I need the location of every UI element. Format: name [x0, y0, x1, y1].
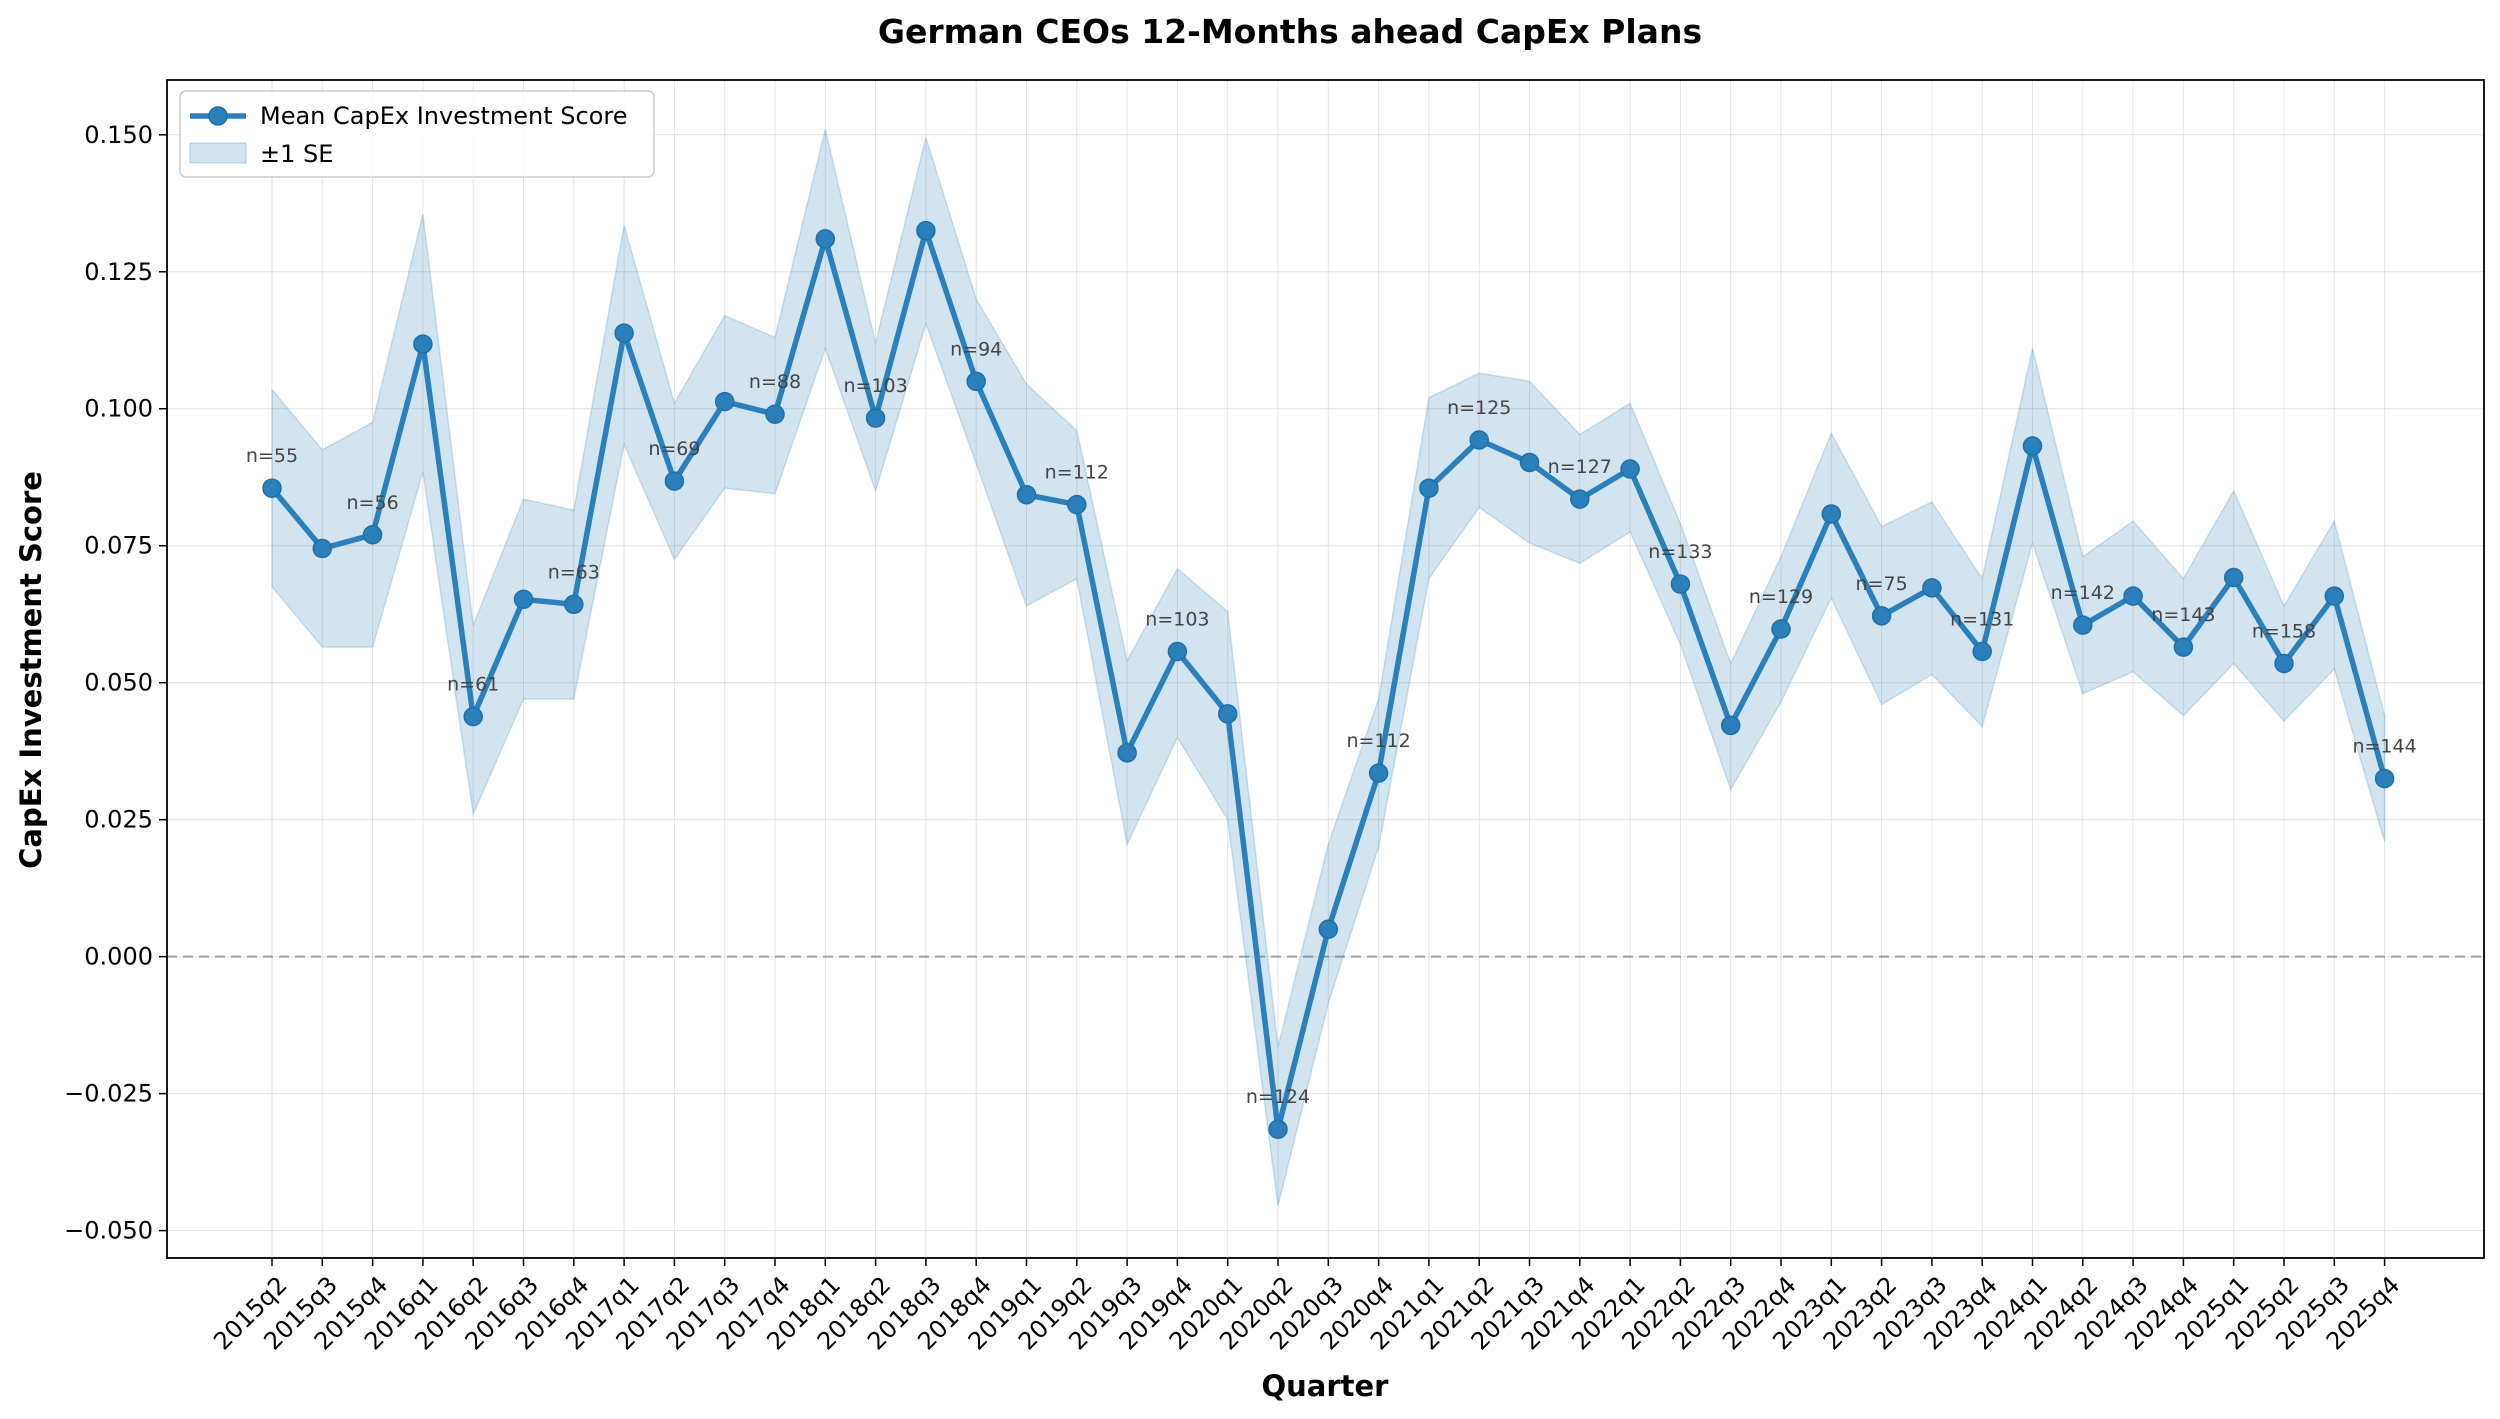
data-point [1067, 494, 1087, 515]
legend-box [179, 90, 655, 178]
data-point [1117, 743, 1137, 763]
data-point [1167, 641, 1188, 662]
sample-size-label: n=125 [1447, 397, 1511, 419]
se-band-layer [271, 129, 2386, 1207]
sample-size-label: n=144 [2352, 736, 2416, 758]
data-point [2324, 586, 2345, 606]
y-tick-label: 0.050 [84, 669, 153, 697]
sample-size-label: n=142 [2051, 582, 2115, 604]
sample-size-label: n=94 [950, 338, 1002, 360]
data-point [312, 538, 333, 559]
chart-title: German CEOs 12-Months ahead CapEx Plans [878, 12, 1702, 51]
y-tick-label: 0.150 [84, 121, 153, 149]
sample-size-label: n=103 [843, 375, 907, 397]
data-point [513, 589, 534, 610]
data-point [1318, 919, 1339, 940]
data-point [815, 229, 836, 249]
data-point [2173, 637, 2194, 657]
sample-size-label: n=133 [1648, 541, 1712, 563]
annotation-layer: n=55 n=56 n=61 n=63 n=69 n=88 n=103 n=94 n=112 n=… [246, 338, 2417, 1108]
data-point [564, 594, 584, 615]
legend-entry-mean: Mean CapEx Investment Score [260, 102, 628, 130]
data-point [1469, 430, 1489, 450]
sample-size-label: n=88 [749, 371, 801, 393]
data-point [413, 334, 433, 354]
legend: Mean CapEx Investment Score ±1 SE [179, 90, 655, 178]
data-point [966, 371, 986, 392]
data-point [865, 408, 886, 428]
y-tick-label: 0.100 [84, 395, 153, 423]
sample-size-label: n=131 [1950, 608, 2014, 630]
y-axis-label: CapEx Investment Score [14, 471, 48, 869]
data-point [362, 525, 383, 545]
legend-entry-se: ±1 SE [260, 140, 333, 168]
data-point [1670, 574, 1691, 594]
sample-size-label: n=112 [1346, 730, 1410, 752]
data-point [1821, 504, 1842, 524]
data-point [463, 706, 483, 727]
sample-size-label: n=124 [1246, 1086, 1310, 1108]
sample-size-label: n=143 [2151, 604, 2215, 626]
sample-size-label: n=56 [347, 492, 399, 514]
data-point [1620, 459, 1640, 479]
data-point [262, 478, 282, 498]
y-tick-label: −0.025 [64, 1080, 153, 1108]
legend-band-swatch [189, 142, 247, 164]
data-point [2274, 653, 2294, 674]
data-point [1720, 715, 1741, 736]
plot-frame [166, 79, 2485, 1259]
y-tick-label: 0.025 [84, 806, 153, 834]
data-point [1368, 763, 1389, 783]
sample-size-label: n=75 [1856, 573, 1908, 595]
data-point [614, 323, 634, 343]
series-layer [262, 220, 2395, 1139]
data-point [2223, 567, 2244, 588]
data-point [1419, 478, 1439, 498]
sample-size-label: n=129 [1749, 586, 1813, 608]
y-tick-label: 0.125 [84, 258, 153, 286]
y-tick-label: −0.050 [64, 1217, 153, 1245]
sample-size-label: n=103 [1145, 608, 1209, 630]
sample-size-label: n=158 [2252, 621, 2316, 643]
data-point [1570, 489, 1590, 509]
data-point [1217, 704, 1238, 724]
data-point [2123, 586, 2143, 606]
data-point [916, 220, 936, 241]
sample-size-label: n=55 [246, 445, 298, 467]
data-point [714, 391, 735, 412]
data-point [1519, 452, 1540, 473]
data-point [2374, 768, 2395, 789]
legend-marker-swatch [208, 106, 228, 126]
data-point [1016, 485, 1037, 505]
data-point [1972, 641, 1992, 662]
data-point [765, 404, 785, 424]
data-point [2073, 615, 2093, 635]
sample-size-label: n=61 [447, 674, 499, 696]
sample-size-label: n=69 [648, 438, 700, 460]
sample-size-label: n=112 [1045, 462, 1109, 484]
y-tick-label: 0.000 [84, 943, 153, 971]
sample-size-label: n=63 [548, 561, 600, 583]
se-band [271, 129, 2386, 1207]
grid [167, 80, 2484, 1258]
data-point [1871, 606, 1892, 626]
data-point [2022, 436, 2043, 456]
x-axis-label: Quarter [1261, 1369, 1389, 1403]
axes-layer: 2015q22015q32015q42016q12016q22016q32016… [64, 79, 2485, 1355]
y-tick-label: 0.075 [84, 532, 153, 560]
data-point [1268, 1119, 1288, 1139]
data-point [1922, 578, 1942, 598]
data-point [1771, 619, 1791, 639]
sample-size-label: n=127 [1548, 456, 1612, 478]
data-point [664, 471, 685, 491]
